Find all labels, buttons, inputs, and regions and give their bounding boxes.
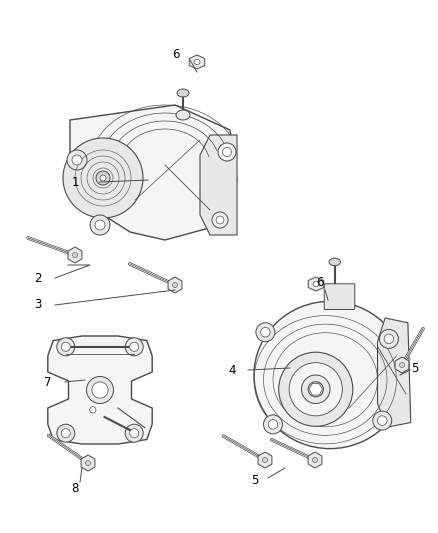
Ellipse shape: [216, 216, 224, 224]
Ellipse shape: [379, 329, 399, 349]
Ellipse shape: [261, 327, 270, 337]
Ellipse shape: [329, 258, 340, 266]
Ellipse shape: [125, 424, 143, 442]
Text: 5: 5: [411, 361, 419, 375]
Ellipse shape: [90, 215, 110, 235]
Text: 5: 5: [251, 473, 259, 487]
Ellipse shape: [61, 342, 71, 351]
Ellipse shape: [262, 457, 268, 463]
Ellipse shape: [67, 150, 87, 170]
Ellipse shape: [289, 362, 343, 416]
Ellipse shape: [173, 282, 177, 287]
Text: 6: 6: [172, 49, 180, 61]
Polygon shape: [68, 247, 82, 263]
Polygon shape: [309, 383, 322, 395]
Ellipse shape: [312, 457, 318, 463]
Polygon shape: [395, 357, 409, 373]
Ellipse shape: [63, 138, 143, 218]
Ellipse shape: [177, 89, 189, 97]
Ellipse shape: [378, 416, 387, 425]
Ellipse shape: [223, 148, 232, 157]
Ellipse shape: [90, 407, 96, 413]
Text: 2: 2: [34, 271, 42, 285]
Ellipse shape: [100, 175, 106, 181]
Polygon shape: [200, 135, 237, 235]
Ellipse shape: [254, 301, 406, 449]
Text: 4: 4: [228, 364, 236, 376]
Ellipse shape: [268, 419, 278, 429]
Ellipse shape: [130, 342, 139, 351]
Ellipse shape: [57, 338, 75, 356]
Ellipse shape: [308, 382, 323, 397]
Polygon shape: [81, 455, 95, 471]
Ellipse shape: [384, 334, 394, 344]
Ellipse shape: [73, 253, 78, 257]
Ellipse shape: [218, 143, 236, 161]
Text: 6: 6: [316, 276, 324, 288]
Ellipse shape: [279, 352, 353, 426]
Ellipse shape: [373, 411, 392, 430]
Ellipse shape: [313, 281, 319, 287]
Polygon shape: [308, 452, 322, 468]
Text: 7: 7: [44, 376, 52, 389]
Ellipse shape: [194, 60, 200, 64]
Polygon shape: [378, 318, 411, 427]
Ellipse shape: [176, 110, 190, 120]
FancyBboxPatch shape: [324, 284, 355, 310]
Ellipse shape: [72, 155, 82, 165]
Text: 8: 8: [71, 481, 79, 495]
Ellipse shape: [256, 323, 275, 342]
Ellipse shape: [86, 376, 113, 403]
Ellipse shape: [92, 382, 108, 398]
Polygon shape: [70, 105, 237, 240]
Ellipse shape: [95, 220, 105, 230]
Ellipse shape: [57, 424, 75, 442]
Ellipse shape: [399, 362, 405, 367]
Polygon shape: [168, 277, 182, 293]
Ellipse shape: [264, 415, 283, 434]
Polygon shape: [48, 336, 152, 444]
Text: 3: 3: [34, 298, 42, 311]
Polygon shape: [308, 277, 324, 291]
Polygon shape: [258, 452, 272, 468]
Ellipse shape: [85, 461, 91, 465]
Text: 1: 1: [71, 175, 79, 189]
Ellipse shape: [130, 429, 139, 438]
Ellipse shape: [301, 375, 330, 403]
Ellipse shape: [61, 429, 71, 438]
Ellipse shape: [212, 212, 228, 228]
Ellipse shape: [96, 171, 110, 185]
Ellipse shape: [125, 338, 143, 356]
Polygon shape: [189, 55, 205, 69]
